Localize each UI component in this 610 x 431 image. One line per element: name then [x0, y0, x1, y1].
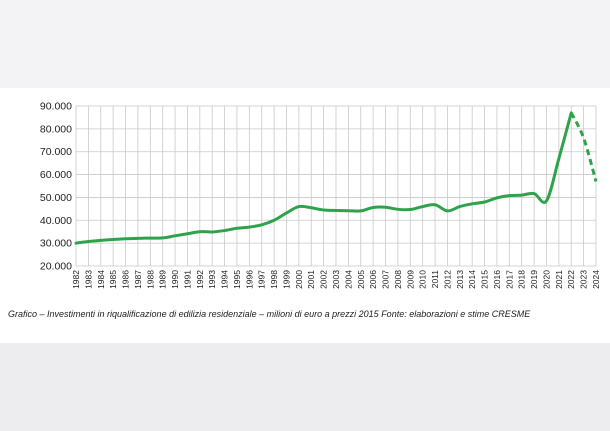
x-tick-label: 1984	[96, 270, 106, 289]
x-tick-label: 2014	[467, 270, 477, 289]
x-tick-label: 2009	[405, 270, 415, 289]
x-tick-label: 2005	[356, 270, 366, 289]
x-tick-label: 2019	[529, 270, 539, 289]
x-tick-label: 2008	[393, 270, 403, 289]
x-tick-label: 2004	[343, 270, 353, 289]
x-tick-label: 2012	[442, 270, 452, 289]
y-tick-label: 20.000	[40, 261, 72, 273]
vertical-gridlines	[75, 106, 597, 266]
y-tick-label: 40.000	[40, 215, 72, 227]
x-tick-label: 2024	[591, 270, 601, 289]
x-axis-ticks: 1982 1983 1984 1985 1986 1987 1988 1989 1990 1991…	[71, 270, 601, 289]
x-tick-label: 1987	[133, 270, 143, 289]
x-tick-label: 2021	[554, 270, 564, 289]
x-tick-label: 1998	[269, 270, 279, 289]
x-tick-label: 2000	[294, 270, 304, 289]
top-background	[0, 0, 610, 88]
x-tick-label: 2013	[455, 270, 465, 289]
x-tick-label: 1996	[244, 270, 254, 289]
y-axis-ticks: 20.000 30.000 40.000 50.000 60.000 70.000 80.0…	[40, 101, 72, 273]
x-tick-label: 1992	[195, 270, 205, 289]
x-tick-label: 1986	[121, 270, 131, 289]
x-tick-label: 2010	[418, 270, 428, 289]
y-tick-label: 60.000	[40, 169, 72, 181]
x-tick-label: 1989	[158, 270, 168, 289]
x-tick-label: 2002	[319, 270, 329, 289]
x-tick-label: 2011	[430, 270, 440, 289]
x-tick-label: 1988	[145, 270, 155, 289]
x-tick-label: 1983	[83, 270, 93, 289]
x-tick-label: 1994	[220, 270, 230, 289]
x-tick-label: 1997	[257, 270, 267, 289]
chart-caption: Grafico – Investimenti in riqualificazio…	[8, 309, 531, 319]
x-tick-label: 2020	[541, 270, 551, 289]
series-line-actual	[74, 111, 573, 245]
x-tick-label: 2018	[517, 270, 527, 289]
y-tick-label: 80.000	[40, 123, 72, 135]
y-tick-label: 50.000	[40, 192, 72, 204]
x-tick-label: 1985	[108, 270, 118, 289]
line-chart: 20.000 30.000 40.000 50.000 60.000 70.000 80.0…	[40, 101, 601, 289]
x-tick-label: 2001	[306, 270, 316, 289]
x-tick-label: 1999	[281, 270, 291, 289]
x-tick-label: 2017	[504, 270, 514, 289]
y-tick-label: 90.000	[40, 101, 72, 113]
x-tick-label: 2007	[381, 270, 391, 289]
x-tick-label: 1990	[170, 270, 180, 289]
horizontal-gridlines	[76, 105, 596, 267]
x-tick-label: 2022	[566, 270, 576, 289]
chart-panel	[0, 88, 610, 343]
x-tick-label: 2015	[480, 270, 490, 289]
x-tick-label: 2006	[368, 270, 378, 289]
bottom-background	[0, 343, 610, 431]
x-tick-label: 1993	[207, 270, 217, 289]
y-tick-label: 30.000	[40, 238, 72, 250]
x-tick-label: 2003	[331, 270, 341, 289]
x-tick-label: 1995	[232, 270, 242, 289]
x-tick-label: 1982	[71, 270, 81, 289]
x-tick-label: 1991	[182, 270, 192, 289]
series-line	[74, 111, 598, 245]
x-tick-label: 2016	[492, 270, 502, 289]
x-tick-label: 2023	[579, 270, 589, 289]
y-tick-label: 70.000	[40, 146, 72, 158]
series-line-projection	[569, 112, 598, 182]
